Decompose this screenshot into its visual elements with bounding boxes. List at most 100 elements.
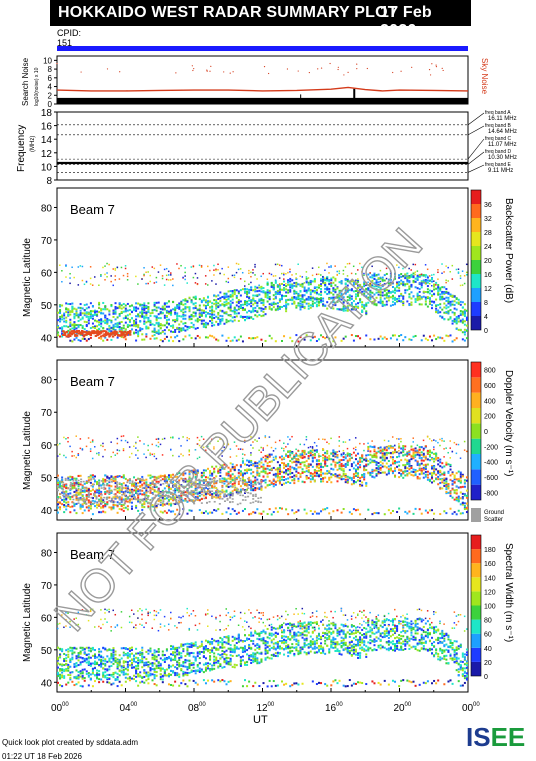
heatmap-cell <box>178 307 181 310</box>
heatmap-cell <box>354 437 357 439</box>
heatmap-cell <box>365 454 368 457</box>
heatmap-cell <box>305 476 308 479</box>
heatmap-cell <box>297 263 299 266</box>
heatmap-cell <box>371 456 374 459</box>
heatmap-cell <box>75 330 79 333</box>
heatmap-cell <box>239 465 242 468</box>
heatmap-cell <box>270 446 273 449</box>
heatmap-cell <box>69 328 72 331</box>
heatmap-cell <box>262 479 265 482</box>
heatmap-cell <box>258 463 261 466</box>
heatmap-cell <box>274 441 277 444</box>
heatmap-cell <box>122 333 125 336</box>
heatmap-cell <box>244 300 247 303</box>
heatmap-cell <box>291 302 294 305</box>
heatmap-cell <box>365 312 368 315</box>
heatmap-cell <box>291 471 294 474</box>
heatmap-cell <box>225 298 228 301</box>
heatmap-cell <box>98 284 100 286</box>
heatmap-cell <box>283 471 286 474</box>
heatmap-cell <box>385 303 388 306</box>
heatmap-cell <box>402 304 405 307</box>
heatmap-cell <box>383 283 386 286</box>
heatmap-cell <box>280 475 283 478</box>
heatmap-cell <box>447 306 450 309</box>
heatmap-cell <box>280 470 283 473</box>
heatmap-cell <box>359 466 362 469</box>
heatmap-cell <box>139 481 142 484</box>
heatmap-cell <box>465 318 468 321</box>
heatmap-cell <box>77 491 80 494</box>
heatmap-cell <box>373 461 376 464</box>
heatmap-cell <box>204 486 207 489</box>
heatmap-cell <box>248 317 251 320</box>
heatmap-cell <box>170 436 172 439</box>
heatmap-cell <box>110 280 112 283</box>
heatmap-cell <box>57 503 59 506</box>
heatmap-cell <box>248 283 250 286</box>
heatmap-cell <box>81 484 84 487</box>
heatmap-cell <box>359 463 362 466</box>
heatmap-cell <box>102 339 105 342</box>
heatmap-cell <box>287 469 290 472</box>
heatmap-cell <box>174 496 177 499</box>
heatmap-cell <box>77 485 80 488</box>
heatmap-cell <box>293 474 296 477</box>
heatmap-cell <box>396 264 398 266</box>
heatmap-cell <box>63 500 66 503</box>
heatmap-cell <box>313 472 316 475</box>
heatmap-cell <box>348 289 351 292</box>
heatmap-cell <box>465 324 468 327</box>
sky-noise-point <box>337 68 339 71</box>
heatmap-cell <box>184 267 186 269</box>
heatmap-cell <box>285 288 288 291</box>
heatmap-cell <box>235 262 238 265</box>
heatmap-cell <box>272 298 275 301</box>
heatmap-cell <box>225 303 228 306</box>
heatmap-cell <box>301 301 304 304</box>
heatmap-cell <box>299 308 302 311</box>
heatmap-cell <box>188 306 191 309</box>
heatmap-cell <box>61 330 64 333</box>
heatmap-cell <box>371 274 374 277</box>
heatmap-cell <box>301 449 304 452</box>
heatmap-cell <box>122 509 125 512</box>
heatmap-cell <box>77 488 80 491</box>
heatmap-cell <box>338 465 341 468</box>
heatmap-cell <box>381 278 384 281</box>
heatmap-cell <box>83 283 86 286</box>
heatmap-cell <box>110 326 113 329</box>
heatmap-cell <box>93 326 96 329</box>
heatmap-cell <box>289 283 292 286</box>
heatmap-cell <box>116 323 119 326</box>
beam-label: Beam 7 <box>70 202 115 217</box>
heatmap-cell <box>135 309 138 312</box>
heatmap-cell <box>338 289 341 292</box>
heatmap-cell <box>219 495 222 498</box>
heatmap-cell <box>344 283 347 286</box>
heatmap-cell <box>402 275 404 277</box>
heatmap-cell <box>61 332 64 335</box>
heatmap-cell <box>264 470 267 473</box>
heatmap-cell <box>293 296 296 299</box>
heatmap-cell <box>320 299 323 302</box>
heatmap-cell <box>120 476 123 479</box>
heatmap-cell <box>126 314 129 317</box>
heatmap-cell <box>334 291 337 294</box>
heatmap-cell <box>233 336 236 339</box>
heatmap-cell <box>451 340 454 343</box>
heatmap-cell <box>463 308 466 311</box>
heatmap-cell <box>326 472 329 475</box>
heatmap-cell <box>174 497 177 500</box>
heatmap-cell <box>217 508 220 511</box>
heatmap-cell <box>85 489 88 492</box>
heatmap-cell <box>301 298 304 301</box>
heatmap-cell <box>262 291 265 294</box>
colorbar-tick-label: 8 <box>484 300 488 307</box>
heatmap-cell <box>161 277 164 280</box>
colorbar-segment <box>471 316 481 330</box>
heatmap-cell <box>320 510 323 513</box>
heatmap-cell <box>449 271 452 273</box>
heatmap-cell <box>155 438 158 441</box>
heatmap-cell <box>357 508 360 511</box>
